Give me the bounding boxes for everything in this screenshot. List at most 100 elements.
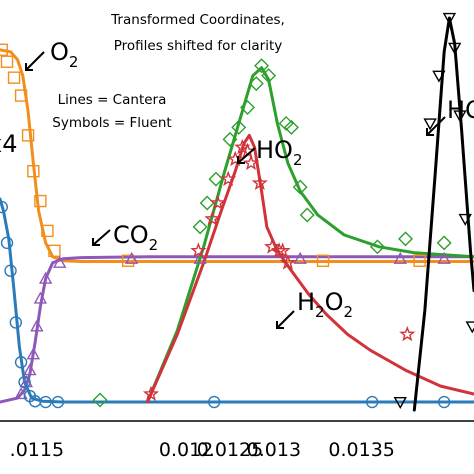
data-point-o2-8 (48, 244, 61, 258)
data-point-co2-9 (193, 251, 207, 264)
data-point-ho-0 (393, 396, 407, 409)
data-point-ho-2 (432, 70, 446, 83)
series-line-h2o2 (145, 133, 474, 404)
arrow-o2-head (25, 63, 33, 71)
data-point-series2-5 (18, 375, 31, 389)
data-point-h2o2-10 (264, 238, 281, 254)
data-point-h2o2-12 (274, 242, 291, 258)
data-point-ho2-2 (199, 195, 215, 211)
data-point-o2-9 (121, 254, 135, 267)
data-point-co2-8 (124, 251, 139, 264)
data-point-h2o2-14 (399, 325, 416, 342)
data-point-o2-3 (14, 89, 28, 102)
data-point-co2-6 (38, 271, 53, 284)
x-tick-label-0: .0115 (10, 439, 64, 461)
data-point-ho2-4 (222, 131, 238, 147)
data-point-co2-5 (33, 291, 48, 304)
data-point-h2o2-0 (142, 385, 160, 401)
data-point-o2-6 (34, 194, 47, 208)
label-ho2: HO2 (256, 136, 302, 169)
data-point-h2o2-1 (190, 242, 207, 258)
data-point-h2o2-8 (242, 154, 260, 171)
arrow-ho2-head (237, 156, 245, 164)
annotation-text: Transformed Coordinates, Profiles shifte… (0, 12, 285, 158)
series-layer (0, 16, 474, 412)
data-point-ho2-15 (398, 231, 414, 247)
x-tick-label-2: 0.0125 (197, 439, 263, 461)
data-point-ho2-12 (292, 179, 308, 195)
series-labels: O2 CO2 HO2 H2O2 HO (50, 38, 474, 321)
x-tick-label-1: 0.012 (159, 439, 213, 461)
series-line-co2 (0, 255, 474, 404)
arrow-ho (426, 116, 446, 136)
arrow-co2-head (92, 238, 100, 246)
arrow-o2 (25, 51, 45, 71)
data-point-ho2-16 (436, 235, 452, 251)
data-point-o2-0 (0, 43, 8, 57)
note-lines: Lines = Cantera (58, 92, 167, 108)
label-arrows (25, 51, 446, 329)
arrow-h2o2-head (276, 321, 284, 329)
data-point-series2-12 (437, 395, 451, 409)
data-point-co2-3 (26, 347, 41, 360)
data-point-ho2-13 (299, 207, 315, 223)
data-point-o2-4 (21, 129, 35, 142)
data-point-ho2-6 (240, 100, 256, 116)
arrow-ho2 (237, 147, 256, 164)
data-point-series2-0 (0, 200, 8, 214)
label-co2: CO2 (113, 221, 158, 254)
data-point-h2o2-9 (251, 174, 268, 191)
data-point-series2-1 (0, 236, 14, 250)
label-o2: O2 (50, 38, 78, 71)
data-point-ho2-1 (192, 219, 208, 235)
data-point-h2o2-2 (204, 210, 221, 226)
data-point-co2-1 (19, 375, 34, 388)
series-line-ho (412, 16, 474, 412)
data-point-h2o2-5 (227, 150, 244, 167)
data-point-co2-4 (30, 319, 44, 332)
data-point-ho2-11 (283, 119, 299, 135)
data-point-co2-12 (437, 251, 451, 264)
data-point-o2-5 (27, 164, 40, 178)
data-point-ho-6 (458, 213, 472, 226)
data-point-o2-11 (413, 254, 426, 267)
arrow-ho-head (426, 128, 434, 136)
x-tick-label-3: 0.013 (247, 439, 301, 461)
marker-layer (0, 12, 474, 409)
data-point-o2-10 (316, 254, 330, 267)
note-symbols: Symbols = Fluent (52, 115, 171, 131)
note-shifted: Profiles shifted for clarity (114, 38, 283, 54)
label-ho: HO (447, 96, 474, 124)
data-point-series2-8 (39, 395, 52, 409)
arrow-h2o2 (276, 310, 295, 329)
data-point-co2-7 (52, 255, 67, 268)
data-point-series2-11 (365, 395, 379, 409)
series-line-series2 (0, 197, 474, 404)
note-x4: x4 (0, 130, 17, 158)
x-tick-label-4: 0.0135 (328, 439, 394, 461)
data-point-ho-5 (453, 110, 467, 123)
data-point-ho2-14 (369, 239, 385, 255)
data-point-ho2-0 (92, 392, 108, 408)
data-point-co2-10 (293, 251, 307, 264)
data-point-o2-7 (41, 224, 54, 238)
data-point-ho2-5 (231, 119, 247, 135)
data-point-series2-10 (207, 395, 221, 409)
data-point-o2-2 (7, 71, 21, 84)
note-coords: Transformed Coordinates, (110, 12, 285, 28)
data-point-h2o2-3 (209, 194, 226, 210)
data-point-o2-1 (0, 55, 14, 68)
data-point-h2o2-13 (279, 254, 296, 270)
series-line-o2 (0, 48, 474, 264)
data-point-series2-2 (4, 264, 17, 277)
data-point-co2-0 (14, 387, 28, 400)
data-point-h2o2-4 (220, 170, 237, 187)
data-point-ho-1 (423, 118, 437, 131)
data-point-ho-3 (442, 12, 457, 25)
data-point-series2-9 (51, 395, 65, 409)
data-point-series2-3 (9, 316, 23, 329)
series-line-ho2 (145, 66, 474, 404)
data-point-ho-4 (447, 42, 462, 55)
